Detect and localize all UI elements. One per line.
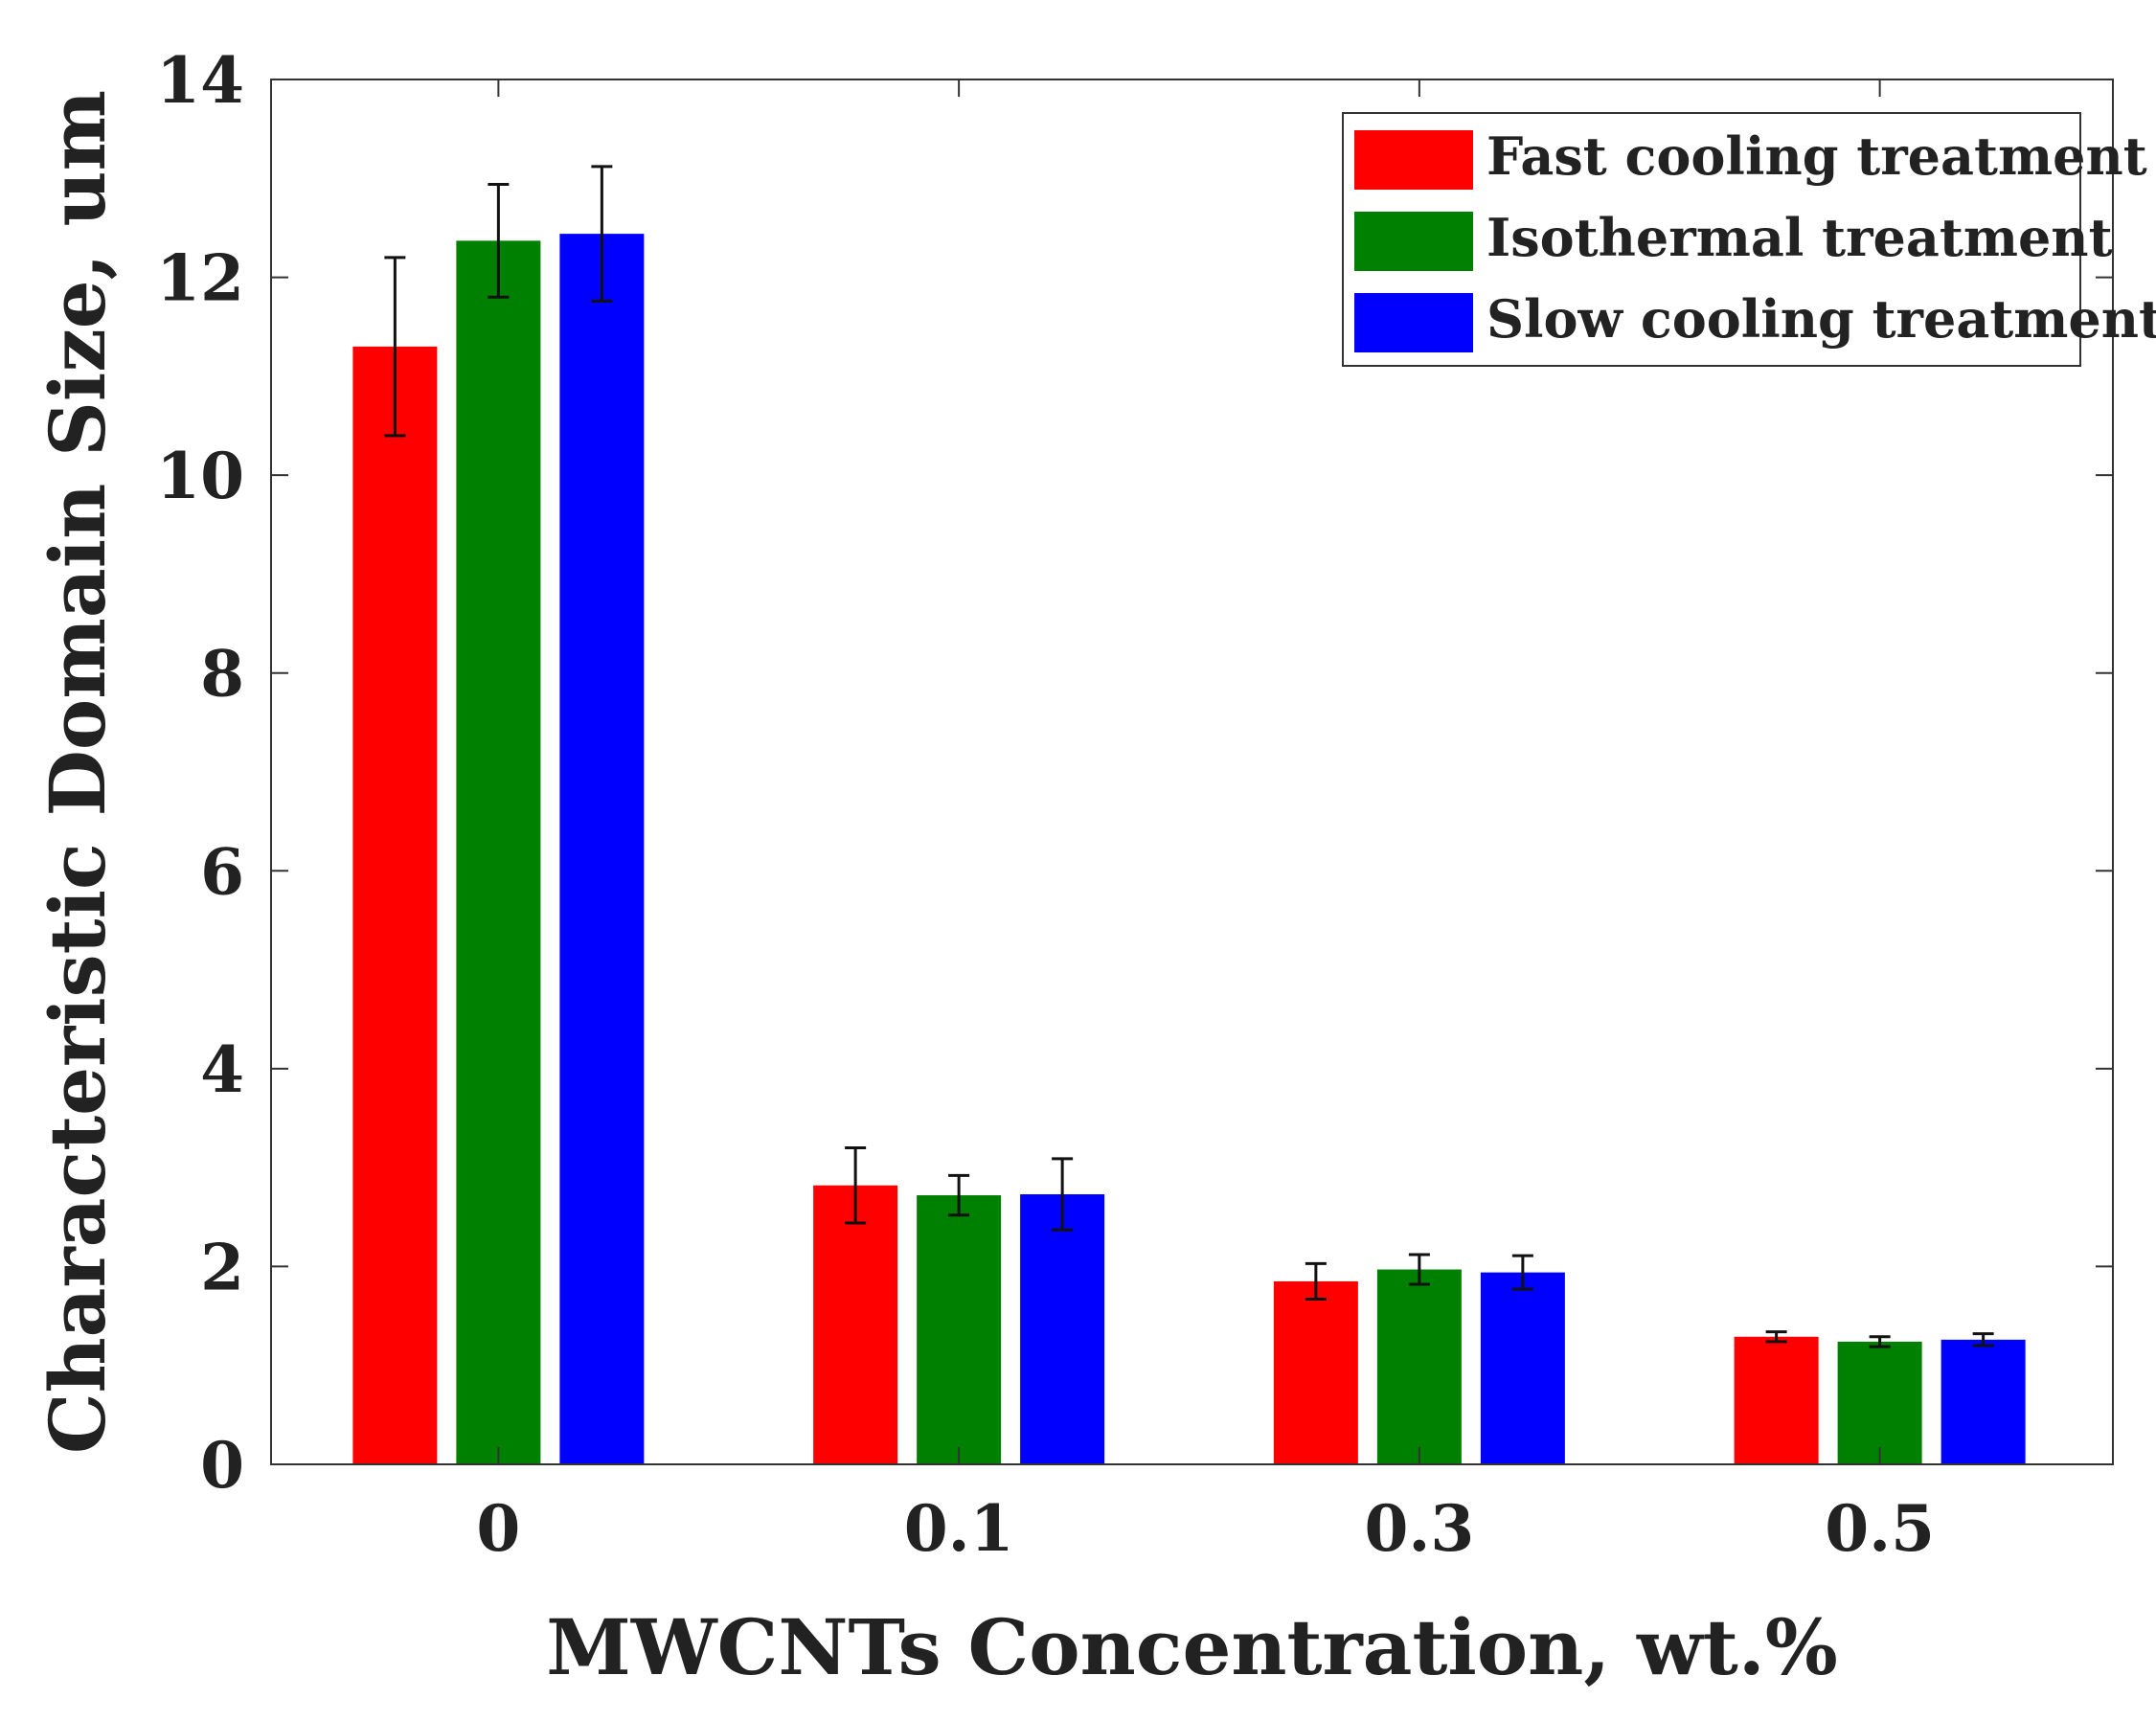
y-tick-label: 12: [156, 241, 244, 316]
legend: Fast cooling treatment Isothermal treatme…: [1342, 112, 2156, 367]
bar: [1376, 1269, 1462, 1464]
y-axis-ticks: 0 2 4 6 8 10 12 14: [156, 43, 2113, 1503]
bar: [1273, 1280, 1358, 1464]
y-tick-label: 4: [200, 1032, 244, 1107]
bar: [813, 1185, 898, 1464]
bar: [559, 234, 645, 1464]
legend-swatch: [1354, 130, 1473, 190]
bar: [456, 240, 541, 1464]
x-tick-label: 0.5: [1825, 1491, 1935, 1566]
bar: [352, 346, 438, 1464]
y-tick-label: 6: [200, 834, 244, 909]
legend-swatch: [1354, 293, 1473, 352]
bar: [1020, 1194, 1105, 1464]
x-axis-title: MWCNTs Concentration, wt.%: [546, 1602, 1837, 1692]
y-tick-label: 10: [156, 439, 244, 513]
error-bars-layer: [384, 165, 1994, 1348]
y-tick-label: 8: [200, 637, 244, 712]
bar: [1480, 1272, 1565, 1464]
bars-layer: [352, 234, 2026, 1464]
x-tick-label: 0.1: [904, 1491, 1014, 1566]
y-tick-label: 2: [200, 1230, 244, 1304]
bar: [1940, 1339, 2026, 1464]
y-tick-label: 0: [200, 1428, 244, 1503]
plot-frame: [270, 79, 2114, 1465]
bar: [1734, 1336, 1819, 1464]
y-axis-title: Characteristic Domain Size, um: [33, 90, 123, 1454]
x-axis-ticks: 0 0.1 0.3 0.5: [476, 79, 1935, 1566]
bar: [917, 1195, 1002, 1464]
legend-label: Fast cooling treatment: [1487, 125, 2147, 187]
x-tick-label: 0.3: [1364, 1491, 1474, 1566]
legend-label: Isothermal treatment: [1487, 207, 2113, 268]
legend-label: Slow cooling treatment: [1487, 288, 2156, 350]
y-tick-label: 14: [156, 43, 244, 118]
bar: [1837, 1341, 1922, 1464]
x-tick-label: 0: [476, 1491, 520, 1566]
legend-swatch: [1354, 212, 1473, 271]
